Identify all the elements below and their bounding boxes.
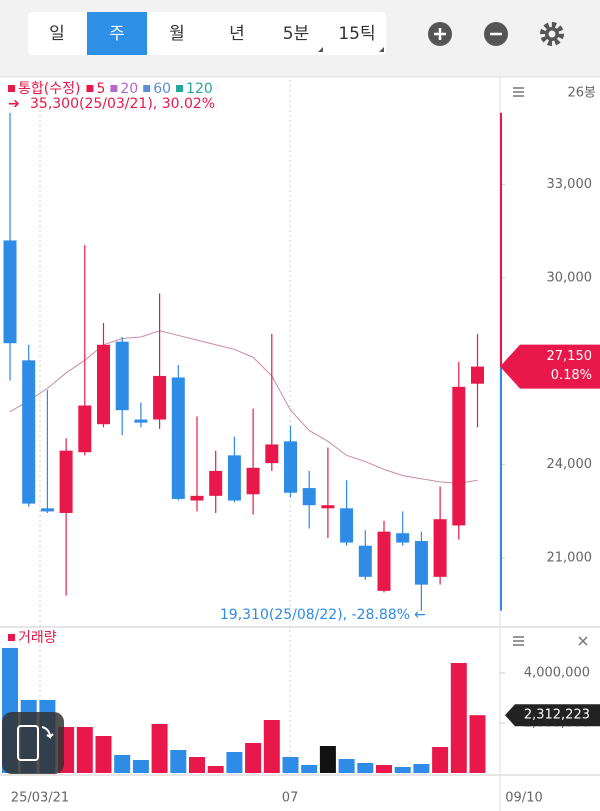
candle-body bbox=[358, 545, 372, 577]
candle-body bbox=[433, 519, 447, 577]
legend-label: 60 bbox=[153, 81, 171, 97]
menu-icon[interactable] bbox=[513, 87, 524, 97]
volume-bar bbox=[376, 765, 392, 773]
candle-body bbox=[302, 488, 316, 506]
min-arrow: ← bbox=[414, 607, 426, 623]
candle-body bbox=[227, 455, 241, 501]
volume-bar bbox=[432, 747, 449, 773]
volume-bar bbox=[282, 757, 299, 773]
y-tick-label: 24,000 bbox=[547, 457, 593, 472]
y-tick-label: 30,000 bbox=[547, 270, 593, 285]
panel-title: 거래량 bbox=[18, 630, 57, 646]
volume-bar bbox=[76, 727, 93, 773]
ma-line bbox=[9, 330, 478, 484]
rotate-button[interactable] bbox=[2, 712, 64, 774]
volume-bar bbox=[469, 715, 486, 773]
x-tick-label: 25/03/21 bbox=[11, 791, 69, 806]
close-icon[interactable] bbox=[578, 636, 588, 646]
bar-count: 26봉 bbox=[567, 86, 596, 101]
volume-bar bbox=[338, 759, 355, 773]
y-tick-label: 33,000 bbox=[547, 177, 593, 192]
last-volume-box bbox=[505, 704, 600, 727]
candle-body bbox=[321, 505, 335, 509]
candle-body bbox=[59, 450, 73, 513]
volume-bar bbox=[394, 767, 411, 773]
y-tick-label: 21,000 bbox=[547, 551, 593, 566]
legend-label: 통합(수정) bbox=[18, 81, 80, 97]
volume-bar bbox=[189, 757, 205, 773]
x-tick-label: 07 bbox=[282, 791, 299, 806]
max-arrow: ➔ bbox=[8, 96, 20, 112]
volume-bar bbox=[207, 766, 224, 773]
candle-body bbox=[340, 508, 354, 543]
legend-swatch bbox=[86, 85, 94, 92]
y-tick-label: 4,000,000 bbox=[524, 666, 590, 681]
candle-body bbox=[115, 341, 129, 411]
tab-bar bbox=[28, 12, 386, 55]
tab[interactable]: 월 bbox=[169, 24, 185, 44]
tab[interactable]: 주 bbox=[109, 24, 125, 44]
candle-body bbox=[452, 386, 466, 526]
max-label: 35,300(25/03/21), 30.02% bbox=[30, 96, 215, 112]
candle-body bbox=[78, 405, 92, 453]
tab-corner bbox=[379, 47, 384, 52]
volume-bar bbox=[114, 755, 131, 773]
candle-body bbox=[265, 444, 279, 464]
volume-bar bbox=[319, 746, 336, 773]
candle-body bbox=[471, 366, 484, 384]
volume-bar bbox=[170, 750, 187, 773]
volume-bar bbox=[263, 720, 280, 773]
menu-icon[interactable] bbox=[513, 636, 524, 646]
tab[interactable]: 15틱 bbox=[338, 24, 375, 44]
zoom-in-button[interactable] bbox=[428, 22, 452, 46]
legend-swatch bbox=[8, 85, 15, 92]
zoom-out-button[interactable] bbox=[484, 22, 508, 46]
candle-body bbox=[22, 360, 36, 504]
last-change: 0.18% bbox=[551, 368, 592, 383]
volume-bar bbox=[413, 764, 430, 773]
volume-bar bbox=[450, 663, 467, 773]
legend-label: 20 bbox=[120, 81, 138, 97]
tab[interactable]: 5분 bbox=[283, 24, 309, 44]
volume-bar bbox=[301, 765, 318, 773]
volume-bar bbox=[357, 763, 374, 773]
candle-body bbox=[134, 419, 148, 423]
volume-bar bbox=[95, 736, 112, 773]
legend-label: 120 bbox=[186, 81, 213, 97]
candle-body bbox=[246, 467, 260, 495]
candle-body bbox=[3, 240, 17, 344]
tab[interactable]: 일 bbox=[49, 24, 65, 44]
candle-body bbox=[414, 541, 428, 585]
volume-bar bbox=[151, 724, 168, 773]
volume-bar bbox=[245, 743, 262, 773]
candle-body bbox=[97, 344, 110, 425]
volume-bar bbox=[132, 760, 149, 773]
legend-swatch bbox=[143, 85, 151, 92]
tab-selected bbox=[87, 12, 147, 55]
candle-body bbox=[40, 508, 54, 512]
candle-body bbox=[153, 375, 167, 420]
volume-bar bbox=[226, 752, 243, 773]
candle-body bbox=[171, 377, 185, 499]
legend-label: 5 bbox=[96, 81, 105, 97]
x-tick-label: 09/10 bbox=[505, 791, 542, 806]
min-label: 19,310(25/08/22), -28.88% bbox=[220, 607, 410, 623]
candle-body bbox=[209, 470, 223, 496]
tab-corner bbox=[318, 47, 323, 52]
last-price-box bbox=[500, 344, 600, 389]
candle-body bbox=[396, 533, 410, 543]
candle-body bbox=[377, 531, 391, 591]
settings-button[interactable] bbox=[540, 22, 564, 46]
candle-body bbox=[284, 441, 297, 493]
legend-swatch bbox=[110, 85, 118, 92]
candle-body bbox=[190, 495, 204, 501]
legend-swatch bbox=[8, 634, 15, 641]
last-volume: 2,312,223 bbox=[524, 708, 590, 723]
tab[interactable]: 년 bbox=[229, 24, 245, 44]
last-price: 27,150 bbox=[547, 349, 593, 364]
legend-swatch bbox=[176, 85, 184, 92]
